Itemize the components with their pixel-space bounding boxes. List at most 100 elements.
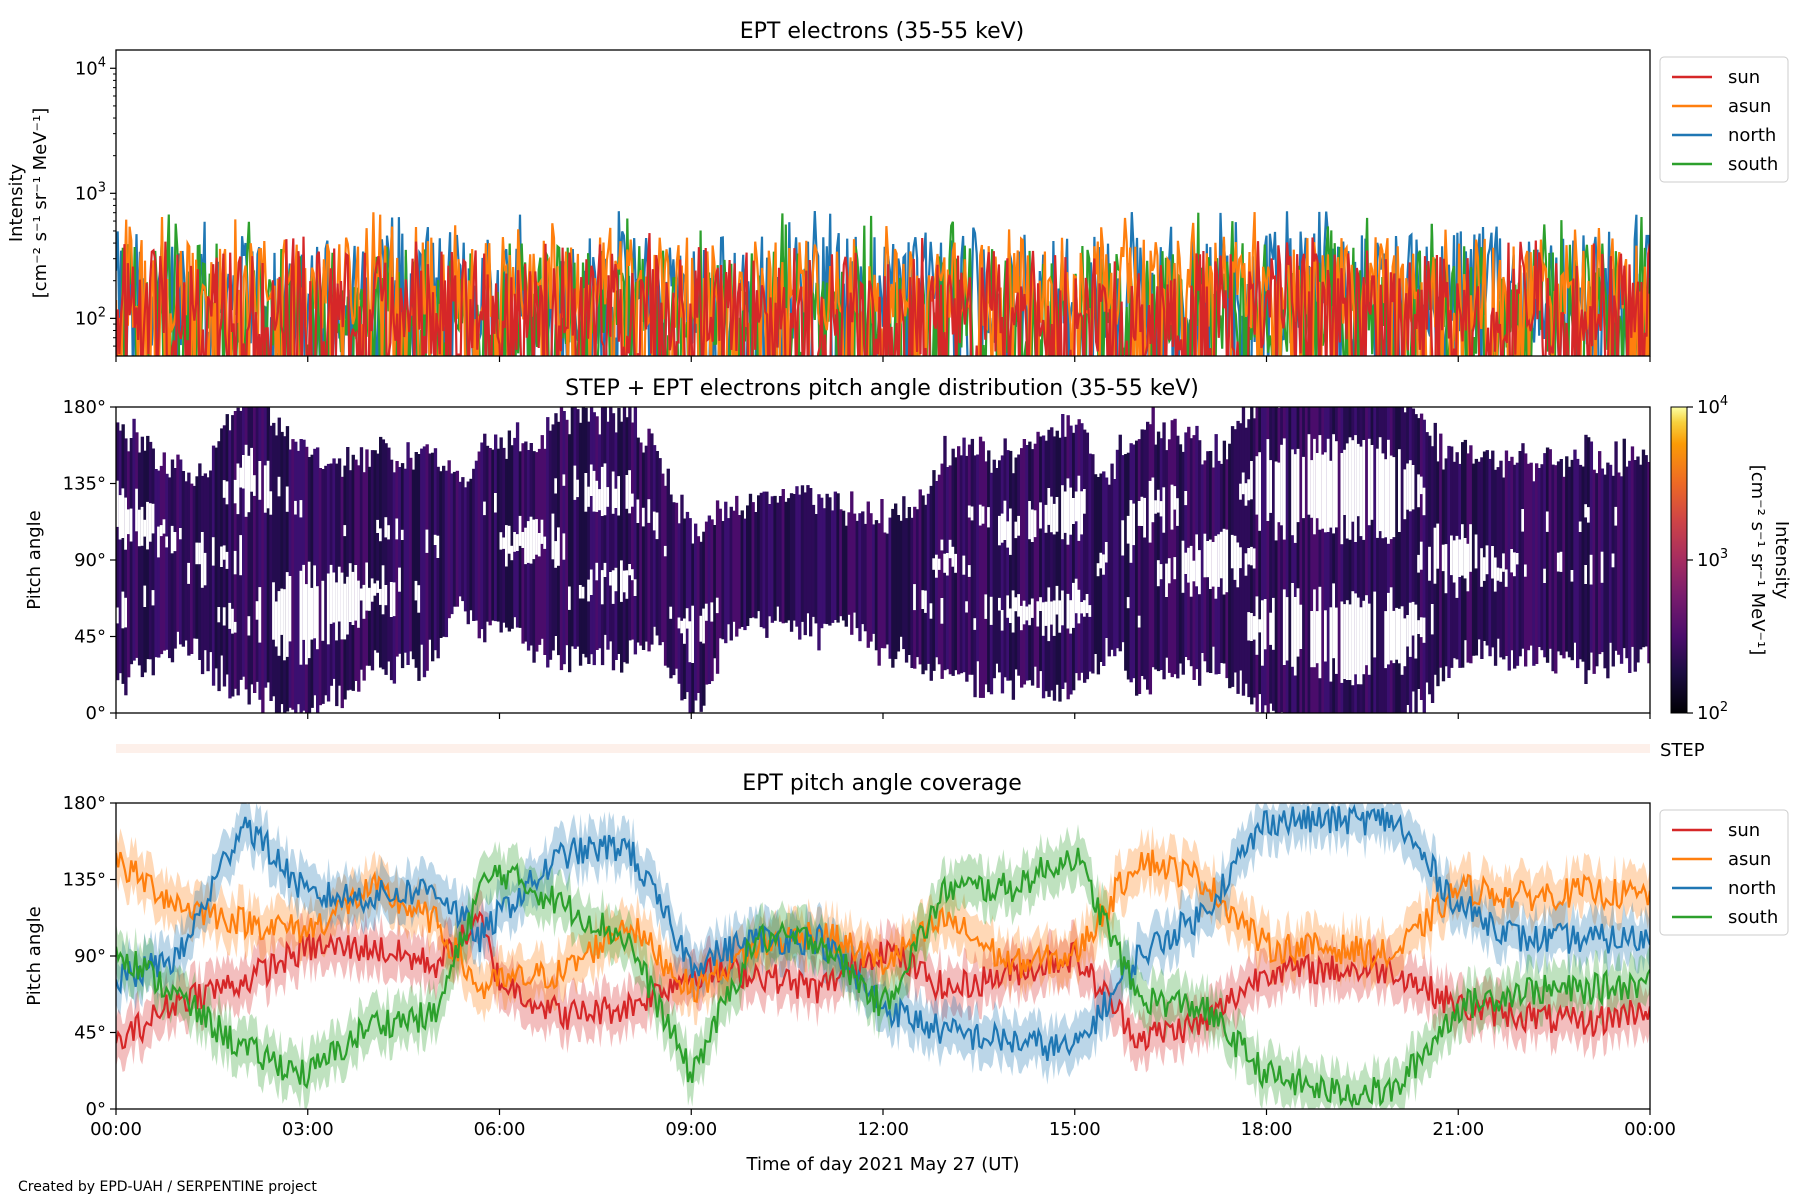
- heatmap-gap: [1584, 565, 1588, 584]
- heatmap-column: [896, 515, 901, 652]
- heatmap-gap: [611, 471, 616, 514]
- heatmap-gap: [233, 621, 238, 633]
- heatmap-gap: [417, 585, 421, 613]
- heatmap-gap: [702, 608, 706, 644]
- heatmap-gap: [521, 532, 525, 548]
- heatmap-gap: [1299, 604, 1303, 649]
- heatmap-column: [1299, 407, 1303, 713]
- heatmap-column: [622, 407, 627, 663]
- heatmap-gap: [162, 519, 166, 534]
- heatmap-column: [639, 442, 643, 646]
- heatmap-column: [833, 491, 838, 620]
- heatmap-column: [992, 459, 996, 679]
- heatmap-column: [677, 523, 681, 684]
- heatmap-gap: [1159, 564, 1164, 580]
- heatmap-column: [173, 468, 177, 649]
- heatmap-column: [1041, 435, 1046, 699]
- heatmap-column: [924, 504, 928, 671]
- heatmap-column: [274, 435, 279, 713]
- heatmap-column: [1093, 474, 1098, 654]
- heatmap-gap: [978, 504, 983, 526]
- heatmap-column: [1636, 456, 1640, 663]
- series-line-asun: [116, 849, 1650, 1004]
- heatmap-gap: [1332, 434, 1336, 534]
- heatmap-gap: [987, 507, 991, 528]
- heatmap-gap: [1129, 500, 1133, 563]
- heatmap-gap: [603, 562, 607, 577]
- heatmap-column: [1080, 423, 1084, 673]
- heatmap-column: [283, 436, 287, 713]
- heatmap-gap: [1428, 546, 1432, 581]
- heatmap-column: [1518, 451, 1522, 657]
- heatmap-column: [242, 407, 246, 677]
- heatmap-column: [1543, 453, 1547, 658]
- heatmap-column: [1565, 456, 1569, 652]
- heatmap-gap: [652, 511, 657, 531]
- heatmap-gap: [376, 580, 380, 593]
- heatmap-column: [1192, 435, 1196, 680]
- heatmap-column: [143, 450, 147, 673]
- heatmap-column: [614, 432, 618, 660]
- heatmap-gap: [1282, 589, 1287, 665]
- heatmap-column: [1504, 450, 1509, 656]
- heatmap-gap: [691, 605, 695, 663]
- heatmap-gap: [398, 567, 402, 592]
- heatmap-gap: [1252, 548, 1257, 569]
- heatmap-column: [1625, 466, 1629, 659]
- x-tick-label: 09:00: [665, 1119, 717, 1140]
- heatmap-gap: [247, 455, 251, 513]
- heatmap-column: [1167, 439, 1172, 673]
- heatmap-column: [1425, 432, 1429, 683]
- heatmap-gap: [1250, 546, 1254, 566]
- colorbar-label-line2: [cm⁻² s⁻¹ sr⁻¹ MeV⁻¹]: [1747, 465, 1768, 656]
- heatmap-gap: [1570, 570, 1574, 582]
- heatmap-gap: [1406, 615, 1410, 647]
- heatmap-column: [795, 486, 799, 627]
- heatmap-column: [127, 451, 131, 678]
- heatmap-gap: [932, 558, 936, 570]
- heatmap-column: [759, 492, 764, 628]
- heatmap-column: [483, 433, 487, 643]
- heatmap-column: [1280, 407, 1284, 713]
- heatmap-gap: [1189, 545, 1194, 597]
- heatmap-gap: [1433, 527, 1437, 584]
- heatmap-gap: [124, 497, 128, 550]
- heatmap-gap: [121, 488, 125, 538]
- heatmap-gap: [285, 572, 290, 657]
- heatmap-column: [751, 502, 755, 618]
- heatmap-gap: [1061, 485, 1065, 540]
- heatmap-column: [1173, 418, 1177, 675]
- heatmap-gap: [1559, 551, 1563, 572]
- heatmap-gap: [1241, 472, 1246, 495]
- heatmap-gap: [384, 585, 388, 606]
- heatmap-column: [932, 470, 936, 671]
- heatmap-gap: [1036, 601, 1040, 627]
- heatmap-column: [852, 513, 857, 613]
- heatmap-gap: [1244, 483, 1248, 506]
- heatmap-column: [1274, 407, 1279, 713]
- heatmap-gap: [1154, 500, 1158, 514]
- heatmap-column: [1617, 472, 1621, 655]
- heatmap-column: [1277, 408, 1281, 713]
- heatmap-column: [573, 407, 577, 649]
- heatmap-gap: [1403, 469, 1407, 520]
- heatmap-gap: [1362, 440, 1366, 540]
- heatmap-gap: [1291, 583, 1295, 667]
- heatmap-gap: [1250, 461, 1254, 500]
- y-tick-label: 135°: [63, 474, 106, 495]
- y-tick-label: 45°: [74, 1023, 106, 1044]
- heatmap-column: [1529, 462, 1533, 646]
- heatmap-gap: [118, 495, 123, 540]
- heatmap-gap: [1307, 434, 1311, 515]
- heatmap-gap: [1217, 534, 1221, 587]
- heatmap-column: [902, 496, 906, 650]
- heatmap-gap: [973, 618, 977, 630]
- heatmap-gap: [1321, 454, 1325, 529]
- heatmap-gap: [1302, 456, 1306, 519]
- heatmap-column: [1378, 407, 1383, 713]
- heatmap-column: [280, 431, 284, 705]
- heatmap-column: [1551, 464, 1555, 672]
- heatmap-gap: [299, 500, 303, 518]
- heatmap-gap: [499, 532, 503, 550]
- heatmap-column: [387, 447, 391, 662]
